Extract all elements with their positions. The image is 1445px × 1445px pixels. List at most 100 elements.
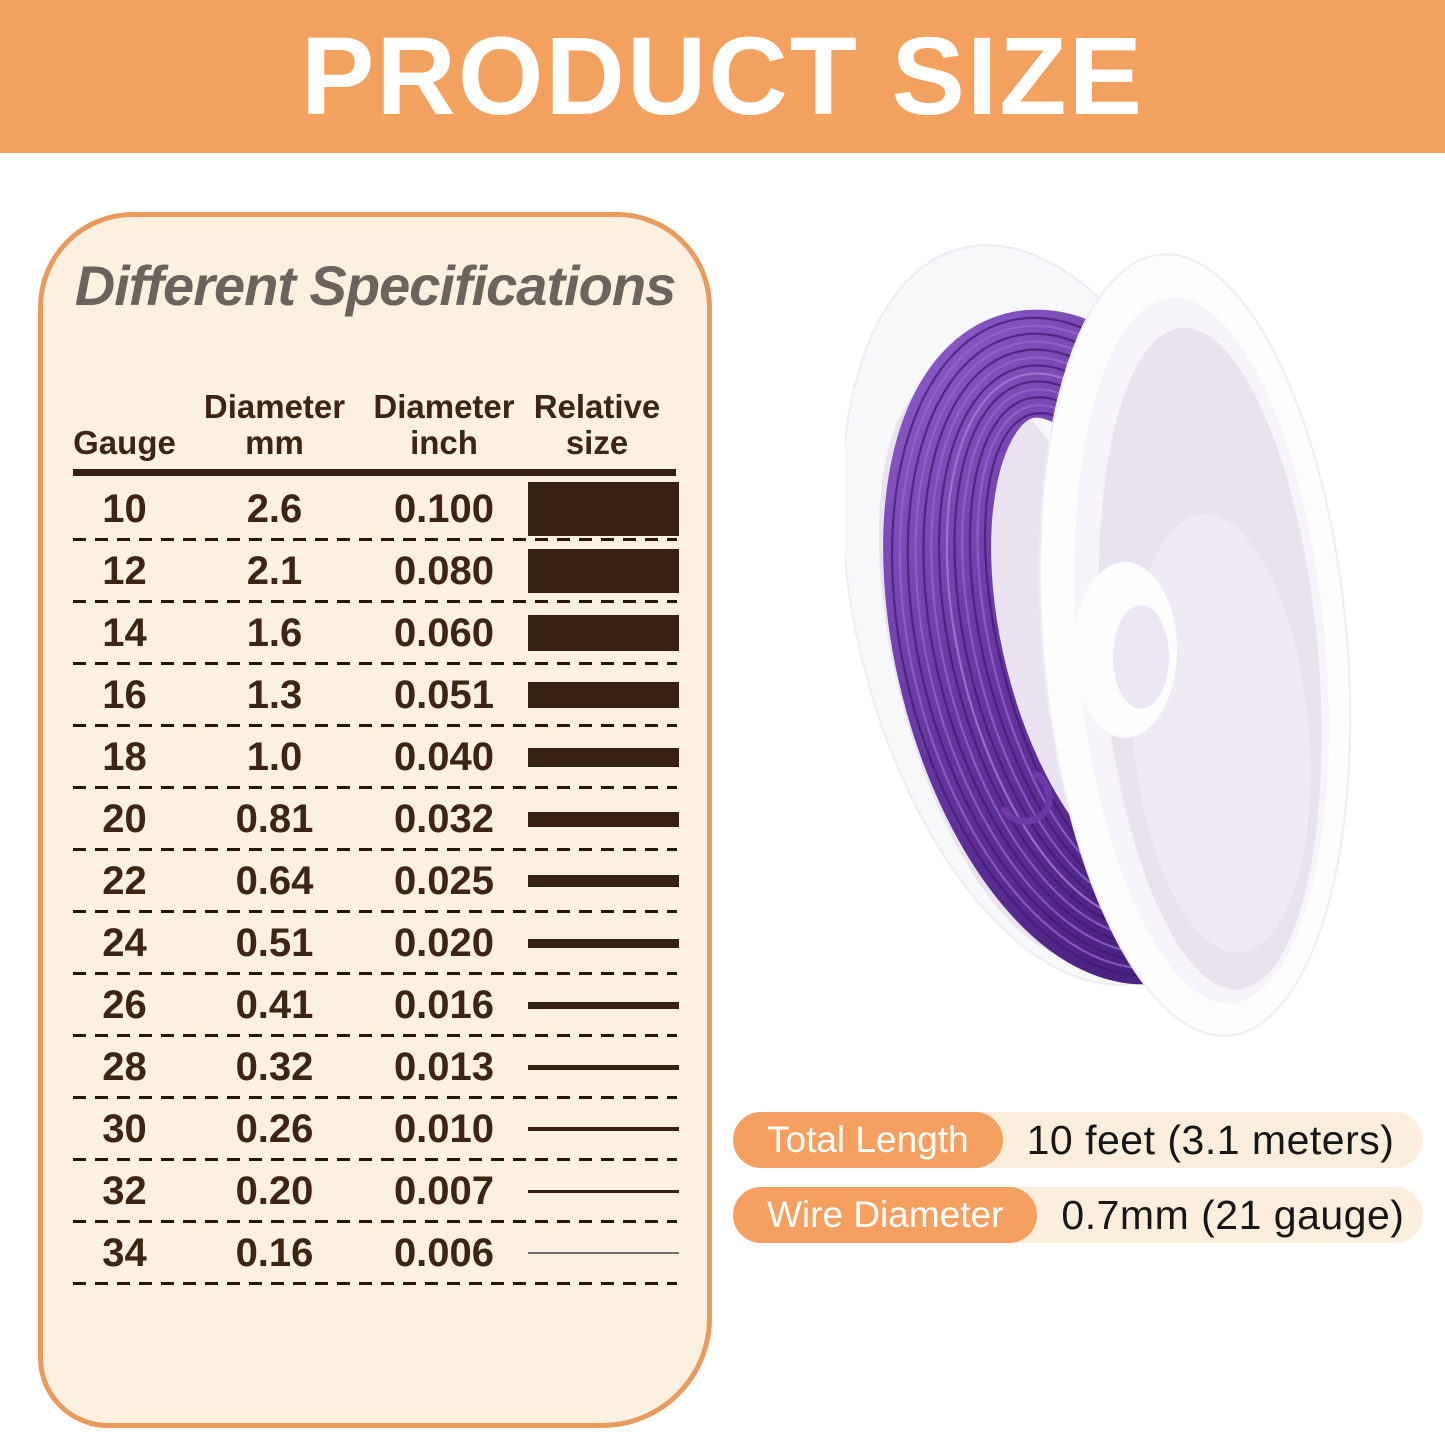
diameter-mm-cell: 0.81	[235, 796, 314, 841]
banner: PRODUCT SIZE	[0, 0, 1445, 153]
spool-front-flange	[1038, 253, 1352, 1037]
spec-row-total-length: Total Length 10 feet (3.1 meters)	[733, 1112, 1423, 1168]
relative-size-bar	[528, 875, 679, 887]
relative-size-bar	[528, 811, 679, 827]
table-row: 26 0.41 0.016	[73, 974, 679, 1037]
gauge-cell: 16	[102, 672, 147, 717]
table-row: 18 1.0 0.040	[73, 726, 679, 789]
column-header-relative-size: Relative size	[533, 388, 661, 461]
diameter-inch-cell: 0.020	[393, 920, 495, 965]
gauge-cell: 22	[102, 858, 147, 903]
table-row: 20 0.81 0.032	[73, 788, 679, 851]
relative-size-cell	[515, 664, 679, 726]
gauge-cell: 26	[102, 982, 147, 1027]
relative-size-bar	[528, 549, 679, 593]
diameter-mm-cell: 0.51	[235, 920, 314, 965]
relative-size-bar	[528, 1189, 679, 1193]
diameter-inch-cell: 0.100	[393, 486, 495, 531]
gauge-cell: 28	[102, 1044, 147, 1089]
wire-diameter-label-pill: Wire Diameter	[733, 1187, 1038, 1243]
relative-size-cell	[515, 540, 679, 602]
relative-size-cell	[515, 1098, 679, 1160]
product-photo	[840, 235, 1405, 1115]
diameter-mm-cell: 0.16	[235, 1230, 314, 1275]
table-row: 16 1.3 0.051	[73, 664, 679, 727]
total-length-value: 10 feet (3.1 meters)	[1026, 1116, 1395, 1163]
table-row: 24 0.51 0.020	[73, 912, 679, 975]
table-row: 30 0.26 0.010	[73, 1098, 679, 1161]
relative-size-bar	[528, 1064, 679, 1070]
diameter-mm-cell: 0.41	[235, 982, 314, 1027]
diameter-inch-cell: 0.007	[393, 1168, 495, 1213]
table-row: 22 0.64 0.025	[73, 850, 679, 913]
relative-size-bar	[528, 1001, 679, 1009]
diameter-inch-cell: 0.080	[393, 548, 495, 593]
diameter-inch-cell: 0.025	[393, 858, 495, 903]
gauge-cell: 12	[102, 548, 147, 593]
diameter-inch-cell: 0.032	[393, 796, 495, 841]
diameter-inch-cell: 0.060	[393, 610, 495, 655]
diameter-inch-cell: 0.013	[393, 1044, 495, 1089]
column-header-diameter-inch: Diameter inch	[373, 388, 515, 461]
relative-size-cell	[515, 974, 679, 1036]
diameter-mm-cell: 1.3	[246, 672, 303, 717]
relative-size-bar	[528, 482, 679, 536]
relative-size-cell	[515, 1222, 679, 1284]
diameter-inch-cell: 0.006	[393, 1230, 495, 1275]
gauge-cell: 34	[102, 1230, 147, 1275]
diameter-inch-cell: 0.051	[393, 672, 495, 717]
relative-size-cell	[515, 788, 679, 850]
diameter-mm-cell: 1.6	[246, 610, 303, 655]
diameter-mm-cell: 0.64	[235, 858, 314, 903]
gauge-cell: 32	[102, 1168, 147, 1213]
page-title: PRODUCT SIZE	[301, 14, 1144, 138]
spec-table-body: 10 2.6 0.100 12 2.1 0.080 14 1.6 0.060	[73, 478, 679, 1285]
diameter-mm-cell: 2.1	[246, 548, 303, 593]
table-row: 32 0.20 0.007	[73, 1160, 679, 1223]
total-length-label-pill: Total Length	[733, 1112, 1003, 1168]
wire-end-hook	[1001, 771, 1053, 825]
relative-size-bar	[528, 615, 679, 651]
gauge-cell: 10	[102, 486, 147, 531]
relative-size-bar	[528, 682, 679, 708]
table-header-rule	[73, 469, 676, 476]
relative-size-cell	[515, 1036, 679, 1098]
spec-panel-title: Different Specifications	[74, 254, 676, 317]
diameter-inch-cell: 0.010	[393, 1106, 495, 1151]
diameter-mm-cell: 2.6	[246, 486, 303, 531]
table-header: Gauge Diameter mm Diameter inch Relative…	[73, 375, 679, 469]
gauge-cell: 14	[102, 610, 147, 655]
relative-size-cell	[515, 726, 679, 788]
table-row: 14 1.6 0.060	[73, 602, 679, 665]
relative-size-bar	[528, 1252, 679, 1254]
spec-row-wire-diameter: Wire Diameter 0.7mm (21 gauge)	[733, 1187, 1423, 1243]
diameter-inch-cell: 0.040	[393, 734, 495, 779]
table-row: 12 2.1 0.080	[73, 540, 679, 603]
table-row: 34 0.16 0.006	[73, 1222, 679, 1285]
gauge-cell: 18	[102, 734, 147, 779]
gauge-cell: 24	[102, 920, 147, 965]
relative-size-cell	[515, 1160, 679, 1222]
diameter-mm-cell: 1.0	[246, 734, 303, 779]
column-header-diameter-mm: Diameter mm	[203, 388, 346, 461]
relative-size-cell	[515, 602, 679, 664]
diameter-mm-cell: 0.32	[235, 1044, 314, 1089]
spool-hub	[1073, 562, 1177, 738]
relative-size-cell	[515, 912, 679, 974]
table-row: 10 2.6 0.100	[73, 478, 679, 541]
diameter-inch-cell: 0.016	[393, 982, 495, 1027]
relative-size-cell	[515, 478, 679, 540]
wire-spool-image	[840, 244, 1352, 1037]
relative-size-cell	[515, 850, 679, 912]
gauge-cell: 30	[102, 1106, 147, 1151]
diameter-mm-cell: 0.26	[235, 1106, 314, 1151]
relative-size-bar	[528, 938, 679, 948]
wire-diameter-value: 0.7mm (21 gauge)	[1061, 1191, 1405, 1238]
relative-size-bar	[528, 747, 679, 767]
spec-panel: Different Specifications Gauge Diameter …	[38, 212, 712, 1428]
column-header-gauge: Gauge	[73, 424, 176, 461]
table-row: 28 0.32 0.013	[73, 1036, 679, 1099]
gauge-cell: 20	[102, 796, 147, 841]
diameter-mm-cell: 0.20	[235, 1168, 314, 1213]
